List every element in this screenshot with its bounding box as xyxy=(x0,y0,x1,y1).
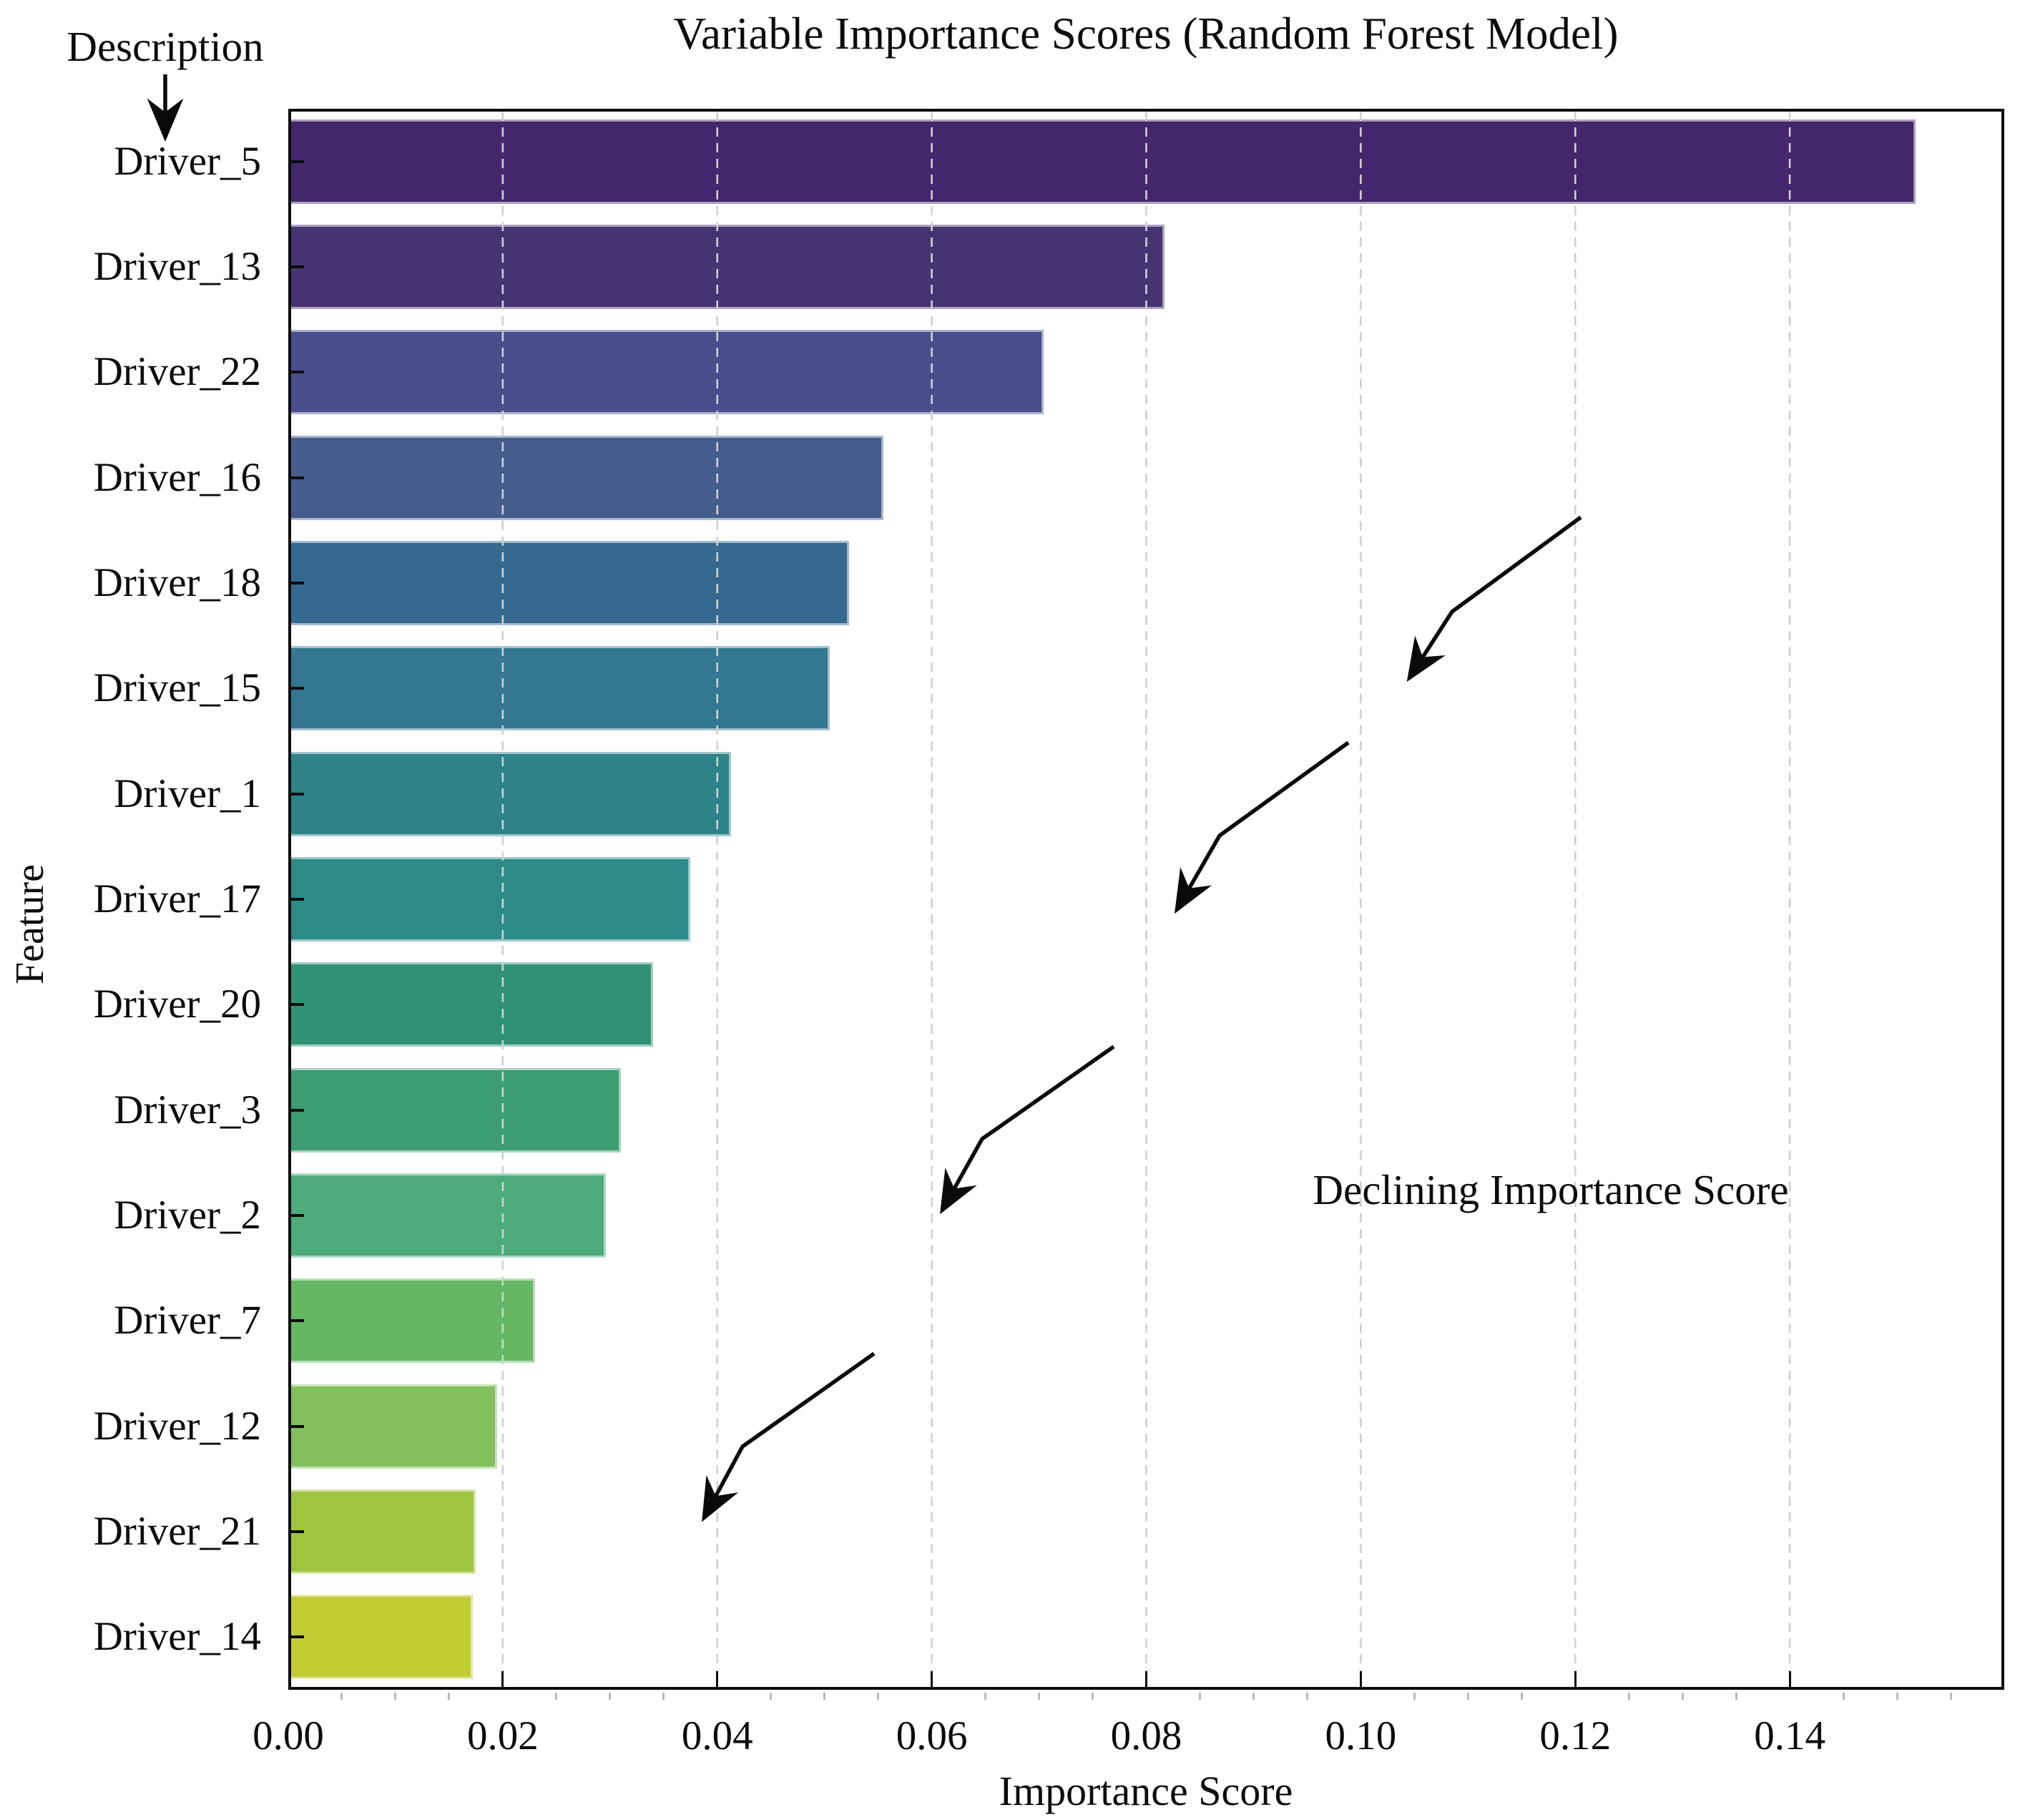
y-tick xyxy=(291,1214,304,1217)
x-minor-tick xyxy=(1466,1693,1469,1700)
x-major-tick xyxy=(716,1671,719,1687)
x-major-tick xyxy=(1359,1671,1362,1687)
bar-Driver_17 xyxy=(288,857,691,941)
y-tick xyxy=(291,476,304,479)
y-tick xyxy=(291,1319,304,1323)
bar-Driver_13 xyxy=(288,225,1165,309)
y-tick xyxy=(291,1003,304,1007)
declining-importance-annotation: Declining Importance Score xyxy=(1313,1166,1789,1213)
x-minor-tick xyxy=(555,1693,558,1700)
y-tick-label-Driver_16: Driver_16 xyxy=(93,454,261,500)
y-tick-label-Driver_3: Driver_3 xyxy=(114,1087,261,1132)
y-tick-label-Driver_2: Driver_2 xyxy=(114,1193,261,1238)
y-tick-label-Driver_5: Driver_5 xyxy=(114,138,261,184)
x-major-tick xyxy=(501,1671,504,1687)
x-tick-label-0.06: 0.06 xyxy=(896,1713,968,1758)
y-tick xyxy=(291,1108,304,1112)
bar-Driver_7 xyxy=(288,1278,535,1364)
bar-Driver_18 xyxy=(288,541,850,625)
x-tick-label-0.08: 0.08 xyxy=(1110,1713,1182,1758)
x-minor-tick xyxy=(662,1693,665,1700)
x-minor-tick xyxy=(823,1693,826,1700)
x-minor-tick xyxy=(1092,1693,1094,1700)
x-minor-tick xyxy=(877,1693,880,1700)
bar-Driver_2 xyxy=(288,1173,606,1258)
y-tick-label-Driver_13: Driver_13 xyxy=(93,244,261,289)
bar-Driver_15 xyxy=(288,646,830,731)
y-tick xyxy=(291,1635,304,1639)
plot-area xyxy=(288,109,2004,1690)
y-tick-label-Driver_12: Driver_12 xyxy=(93,1403,261,1449)
y-tick-label-Driver_1: Driver_1 xyxy=(114,770,261,816)
bar-Driver_16 xyxy=(288,435,884,520)
y-tick xyxy=(291,898,304,901)
bar-Driver_22 xyxy=(288,330,1044,415)
y-tick-label-Driver_22: Driver_22 xyxy=(93,349,261,395)
y-tick-label-Driver_20: Driver_20 xyxy=(93,982,261,1027)
x-minor-tick xyxy=(394,1693,397,1700)
x-minor-tick xyxy=(1949,1693,1952,1700)
x-minor-tick xyxy=(1735,1693,1737,1700)
bar-Driver_1 xyxy=(288,751,732,836)
y-tick xyxy=(291,1424,304,1428)
bar-Driver_5 xyxy=(288,119,1916,204)
x-major-tick xyxy=(931,1671,933,1687)
bar-Driver_20 xyxy=(288,962,653,1047)
x-minor-tick xyxy=(1681,1693,1684,1700)
x-minor-tick xyxy=(1198,1693,1201,1700)
bar-Driver_21 xyxy=(288,1489,476,1574)
y-tick xyxy=(291,265,304,268)
x-major-tick xyxy=(1788,1671,1791,1687)
x-minor-tick xyxy=(1252,1693,1255,1700)
x-minor-tick xyxy=(448,1693,451,1700)
y-tick xyxy=(291,687,304,690)
x-tick-label-0.02: 0.02 xyxy=(467,1713,539,1758)
bar-Driver_3 xyxy=(288,1067,621,1153)
y-tick-label-Driver_21: Driver_21 xyxy=(93,1509,261,1554)
x-tick-label-0.14: 0.14 xyxy=(1754,1713,1825,1758)
y-tick-label-Driver_15: Driver_15 xyxy=(93,665,261,711)
bar-Driver_12 xyxy=(288,1384,498,1469)
x-tick-label-0.00: 0.00 xyxy=(252,1713,324,1758)
x-minor-tick xyxy=(1305,1693,1308,1700)
x-minor-tick xyxy=(770,1693,773,1700)
x-tick-label-0.10: 0.10 xyxy=(1325,1713,1397,1758)
x-minor-tick xyxy=(1896,1693,1898,1700)
y-tick xyxy=(291,582,304,584)
bar-Driver_14 xyxy=(288,1595,473,1680)
y-tick xyxy=(291,371,304,374)
x-minor-tick xyxy=(609,1693,612,1700)
x-major-tick xyxy=(1145,1671,1147,1687)
y-tick-label-Driver_14: Driver_14 xyxy=(93,1614,261,1660)
y-tick-label-Driver_18: Driver_18 xyxy=(93,560,261,605)
x-minor-tick xyxy=(1627,1693,1630,1700)
y-tick xyxy=(291,792,304,796)
x-minor-tick xyxy=(1520,1693,1523,1700)
x-minor-tick xyxy=(340,1693,343,1700)
x-major-tick xyxy=(1574,1671,1577,1687)
y-tick xyxy=(291,1530,304,1533)
x-axis-title: Importance Score xyxy=(999,1768,1293,1814)
x-minor-tick xyxy=(1038,1693,1041,1700)
chart-title: Variable Importance Scores (Random Fores… xyxy=(673,9,1619,59)
x-tick-label-0.04: 0.04 xyxy=(681,1713,753,1758)
y-tick-label-Driver_17: Driver_17 xyxy=(93,876,261,921)
x-minor-tick xyxy=(1842,1693,1845,1700)
x-tick-label-0.12: 0.12 xyxy=(1539,1713,1612,1758)
x-minor-tick xyxy=(984,1693,987,1700)
x-minor-tick xyxy=(1413,1693,1416,1700)
y-tick-label-Driver_7: Driver_7 xyxy=(114,1298,261,1344)
y-tick xyxy=(291,160,304,163)
description-annotation: Description xyxy=(67,23,264,70)
